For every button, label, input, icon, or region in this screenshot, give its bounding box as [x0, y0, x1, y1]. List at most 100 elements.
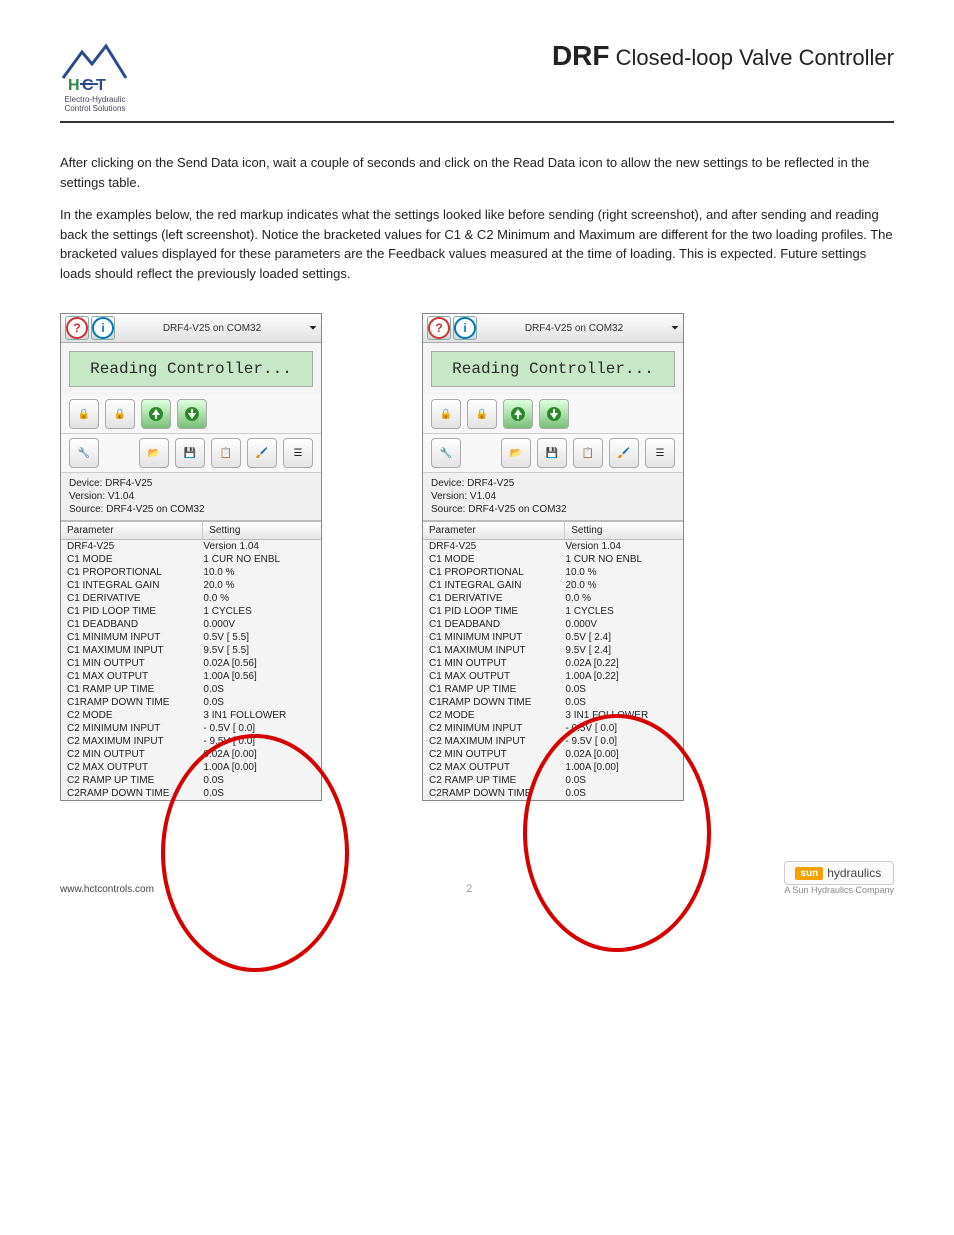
lock-icon[interactable]: 🔒	[69, 399, 99, 429]
param-value: 0.0S	[565, 775, 677, 786]
param-name: C1 DEADBAND	[429, 619, 565, 630]
toolbar-2: 🔧 📂 💾 📋 🖌️ ☰	[423, 434, 683, 473]
footer-page: 2	[466, 883, 472, 895]
info-button[interactable]: i	[453, 316, 477, 340]
table-row: C1 DEADBAND0.000V	[61, 618, 321, 631]
param-value: 3 IN1 FOLLOWER	[565, 710, 677, 721]
toolbar-1: 🔒 🔒	[61, 395, 321, 434]
reading-banner: Reading Controller...	[431, 351, 675, 387]
open-icon[interactable]: 📂	[501, 438, 531, 468]
save-icon[interactable]: 💾	[175, 438, 205, 468]
download-icon[interactable]	[177, 399, 207, 429]
param-value: 0.5V [ 2.4]	[565, 632, 677, 643]
device-line: Device: DRF4-V25	[69, 477, 313, 490]
param-name: C1 MAX OUTPUT	[429, 671, 565, 682]
param-name: C1RAMP DOWN TIME	[67, 697, 203, 708]
lock-icon-2[interactable]: 🔒	[105, 399, 135, 429]
lock-icon-2[interactable]: 🔒	[467, 399, 497, 429]
brush-icon[interactable]: 🖌️	[247, 438, 277, 468]
param-name: C1 MAX OUTPUT	[67, 671, 203, 682]
download-icon[interactable]	[539, 399, 569, 429]
param-value: 10.0 %	[565, 567, 677, 578]
table-row: C1 PROPORTIONAL10.0 %	[61, 566, 321, 579]
param-value: 20.0 %	[565, 580, 677, 591]
param-name: C1 PID LOOP TIME	[67, 606, 203, 617]
source-line: Source: DRF4-V25 on COM32	[431, 503, 675, 516]
dropdown-icon[interactable]: ⏷	[309, 323, 317, 334]
param-name: C2 MODE	[429, 710, 565, 721]
table-header: Parameter Setting	[423, 521, 683, 540]
param-name: C2 RAMP UP TIME	[67, 775, 203, 786]
table-row: C2 MIN OUTPUT0.02A [0.00]	[61, 748, 321, 761]
param-name: C1RAMP DOWN TIME	[429, 697, 565, 708]
table-row: C1 INTEGRAL GAIN20.0 %	[61, 579, 321, 592]
company-name: hydraulics	[827, 866, 881, 880]
param-value: 0.02A [0.56]	[203, 658, 315, 669]
version-line: Version: V1.04	[69, 490, 313, 503]
param-value: Version 1.04	[565, 541, 677, 552]
param-value: 0.02A [0.00]	[203, 749, 315, 760]
table-row: C2RAMP DOWN TIME0.0S	[423, 787, 683, 800]
table-row: C2 MAX OUTPUT1.00A [0.00]	[423, 761, 683, 774]
table-row: C1 MIN OUTPUT0.02A [0.22]	[423, 657, 683, 670]
title-bold: DRF	[552, 40, 610, 71]
wrench-icon[interactable]: 🔧	[431, 438, 461, 468]
table-row: C1 DEADBAND0.000V	[423, 618, 683, 631]
dropdown-icon[interactable]: ⏷	[671, 323, 679, 334]
col-setting: Setting	[203, 522, 321, 539]
table-row: C2 RAMP UP TIME0.0S	[423, 774, 683, 787]
upload-icon[interactable]	[503, 399, 533, 429]
device-info: Device: DRF4-V25 Version: V1.04 Source: …	[61, 473, 321, 521]
param-name: C2 MIN OUTPUT	[67, 749, 203, 760]
param-name: C1 PID LOOP TIME	[429, 606, 565, 617]
table-row: C2 MAXIMUM INPUT- 9.5V [ 0.0]	[61, 735, 321, 748]
param-value: 0.02A [0.00]	[565, 749, 677, 760]
param-value: Version 1.04	[203, 541, 315, 552]
list-icon[interactable]: ☰	[645, 438, 675, 468]
clipboard-icon[interactable]: 📋	[573, 438, 603, 468]
upload-icon[interactable]	[141, 399, 171, 429]
table-row: C1 MODE1 CUR NO ENBL	[61, 553, 321, 566]
titlebar: ? i DRF4-V25 on COM32 ⏷	[61, 314, 321, 343]
clipboard-icon[interactable]: 📋	[211, 438, 241, 468]
param-name: DRF4-V25	[429, 541, 565, 552]
param-name: C1 PROPORTIONAL	[429, 567, 565, 578]
reading-banner: Reading Controller...	[69, 351, 313, 387]
titlebar-text: DRF4-V25 on COM32	[117, 323, 307, 334]
device-info: Device: DRF4-V25 Version: V1.04 Source: …	[423, 473, 683, 521]
param-name: C2 MINIMUM INPUT	[429, 723, 565, 734]
table-row: C2 MINIMUM INPUT- 0.5V [ 0.0]	[423, 722, 683, 735]
table-row: C2 MODE3 IN1 FOLLOWER	[423, 709, 683, 722]
param-value: 20.0 %	[203, 580, 315, 591]
table-row: C1 DERIVATIVE0.0 %	[61, 592, 321, 605]
list-icon[interactable]: ☰	[283, 438, 313, 468]
page-header: H C T Electro-Hydraulic Control Solution…	[60, 40, 894, 123]
info-button[interactable]: i	[91, 316, 115, 340]
table-row: C1 MAX OUTPUT1.00A [0.56]	[61, 670, 321, 683]
help-button[interactable]: ?	[65, 316, 89, 340]
svg-text:H: H	[68, 77, 80, 94]
param-name: C2 MAX OUTPUT	[429, 762, 565, 773]
param-name: C1 DERIVATIVE	[67, 593, 203, 604]
col-parameter: Parameter	[61, 522, 203, 539]
hct-logo: H C T Electro-Hydraulic Control Solution…	[60, 40, 130, 113]
screenshot-right: ? i DRF4-V25 on COM32 ⏷ Reading Controll…	[422, 313, 684, 801]
open-icon[interactable]: 📂	[139, 438, 169, 468]
table-row: C1 MINIMUM INPUT0.5V [ 5.5]	[61, 631, 321, 644]
lock-icon[interactable]: 🔒	[431, 399, 461, 429]
help-button[interactable]: ?	[427, 316, 451, 340]
param-name: C1 MIN OUTPUT	[67, 658, 203, 669]
brush-icon[interactable]: 🖌️	[609, 438, 639, 468]
param-value: 0.0S	[203, 788, 315, 799]
save-icon[interactable]: 💾	[537, 438, 567, 468]
table-row: C2 MAXIMUM INPUT- 9.5V [ 0.0]	[423, 735, 683, 748]
param-name: C2 MAX OUTPUT	[67, 762, 203, 773]
table-row: DRF4-V25Version 1.04	[61, 540, 321, 553]
param-value: 1.00A [0.00]	[565, 762, 677, 773]
table-row: C1 DERIVATIVE0.0 %	[423, 592, 683, 605]
table-row: C1 PID LOOP TIME1 CYCLES	[61, 605, 321, 618]
table-row: C1 PID LOOP TIME1 CYCLES	[423, 605, 683, 618]
wrench-icon[interactable]: 🔧	[69, 438, 99, 468]
param-value: 3 IN1 FOLLOWER	[203, 710, 315, 721]
param-value: 1 CUR NO ENBL	[203, 554, 315, 565]
